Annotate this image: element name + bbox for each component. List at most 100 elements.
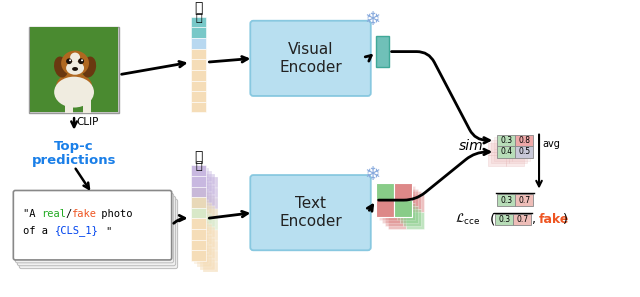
FancyBboxPatch shape: [15, 193, 173, 263]
FancyBboxPatch shape: [19, 199, 178, 268]
Bar: [394, 183, 412, 200]
FancyBboxPatch shape: [17, 196, 175, 266]
Bar: [191, 38, 207, 49]
Bar: [202, 230, 218, 241]
Bar: [200, 174, 216, 185]
Text: ): ): [563, 213, 568, 226]
Bar: [494, 149, 512, 161]
Bar: [497, 146, 515, 158]
Ellipse shape: [54, 77, 94, 108]
Bar: [193, 221, 209, 232]
Bar: [200, 259, 216, 270]
Bar: [497, 135, 515, 146]
Ellipse shape: [82, 56, 96, 78]
Bar: [488, 143, 506, 155]
Bar: [191, 165, 207, 176]
Text: 0.7: 0.7: [516, 215, 528, 224]
Bar: [191, 49, 207, 59]
Text: photo: photo: [95, 208, 132, 219]
Bar: [388, 194, 406, 212]
Bar: [191, 70, 207, 80]
Bar: [202, 198, 218, 209]
Text: 0.4: 0.4: [500, 147, 512, 157]
Text: /: /: [65, 208, 72, 219]
Bar: [385, 192, 403, 209]
Bar: [200, 195, 216, 206]
Bar: [202, 262, 218, 272]
Bar: [512, 149, 530, 161]
Bar: [193, 200, 209, 211]
Bar: [196, 235, 212, 245]
Bar: [397, 203, 415, 220]
Bar: [385, 209, 403, 226]
Text: 0.7: 0.7: [518, 196, 530, 205]
Text: fake: fake: [71, 208, 96, 219]
Bar: [200, 248, 216, 259]
Bar: [515, 146, 533, 158]
Bar: [403, 209, 420, 226]
Bar: [488, 155, 506, 166]
Bar: [191, 59, 207, 70]
Bar: [196, 224, 212, 235]
Ellipse shape: [54, 56, 68, 78]
Bar: [200, 238, 216, 248]
Bar: [394, 200, 412, 217]
Bar: [406, 212, 424, 229]
Bar: [513, 214, 531, 225]
Bar: [191, 28, 207, 38]
Bar: [515, 135, 533, 146]
Text: sim: sim: [459, 139, 484, 153]
Bar: [381, 206, 399, 223]
Bar: [193, 211, 209, 221]
Bar: [495, 214, 513, 225]
Bar: [191, 17, 207, 28]
Bar: [399, 206, 417, 223]
Bar: [191, 91, 207, 102]
Text: 🔥: 🔥: [195, 1, 203, 15]
Ellipse shape: [66, 61, 84, 75]
Text: 🔥: 🔥: [195, 161, 202, 171]
Bar: [193, 253, 209, 264]
Bar: [193, 179, 209, 189]
Text: "A: "A: [23, 208, 42, 219]
Circle shape: [81, 59, 83, 61]
Bar: [191, 187, 207, 197]
Bar: [506, 143, 524, 155]
Text: 🔥: 🔥: [195, 150, 203, 164]
Text: 0.8: 0.8: [518, 136, 530, 145]
Bar: [494, 138, 512, 149]
Text: CLIP: CLIP: [76, 117, 99, 127]
Text: 0.5: 0.5: [518, 147, 530, 157]
Text: Visual
Encoder: Visual Encoder: [279, 42, 342, 75]
Text: real: real: [41, 208, 66, 219]
Bar: [200, 206, 216, 217]
Bar: [191, 197, 207, 208]
Bar: [202, 177, 218, 188]
Bar: [196, 171, 212, 182]
Bar: [397, 186, 415, 203]
Bar: [200, 217, 216, 227]
Bar: [509, 140, 527, 152]
FancyBboxPatch shape: [250, 175, 371, 250]
Bar: [83, 98, 91, 113]
Bar: [381, 189, 399, 206]
Ellipse shape: [63, 84, 85, 104]
Bar: [512, 138, 530, 149]
Text: (: (: [489, 212, 495, 226]
Bar: [406, 194, 424, 212]
Bar: [191, 240, 207, 250]
Text: 0.3: 0.3: [500, 136, 512, 145]
Text: fake: fake: [539, 213, 570, 226]
Bar: [376, 200, 394, 217]
Text: of a: of a: [23, 226, 54, 236]
Bar: [202, 188, 218, 198]
Text: {CLS_1}: {CLS_1}: [55, 225, 99, 236]
Bar: [196, 182, 212, 192]
Bar: [191, 208, 207, 219]
Text: 🔥: 🔥: [195, 13, 202, 23]
Bar: [202, 219, 218, 230]
Ellipse shape: [72, 67, 78, 71]
Ellipse shape: [56, 73, 92, 100]
Bar: [193, 243, 209, 253]
Bar: [65, 98, 73, 113]
